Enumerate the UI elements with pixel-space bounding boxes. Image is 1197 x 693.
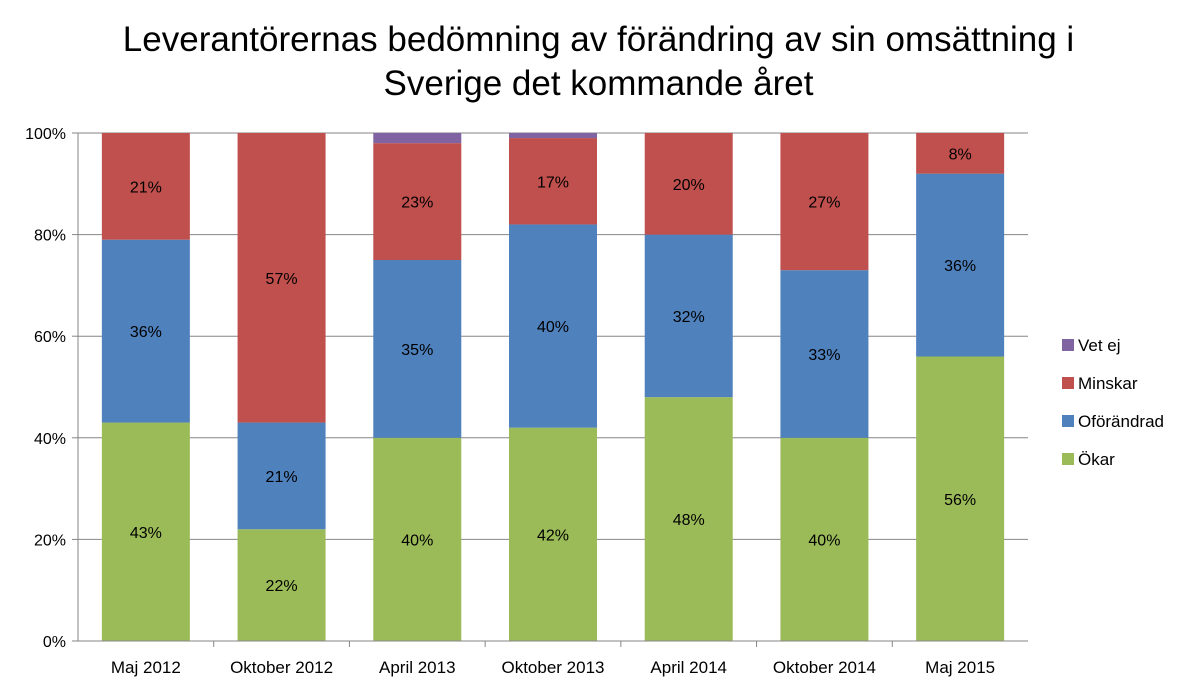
- bar-segment: [373, 133, 462, 144]
- x-category-label: Oktober 2014: [773, 658, 876, 677]
- data-label: 35%: [401, 342, 433, 359]
- bar-segment: [916, 133, 1005, 174]
- y-tick-label: 40%: [34, 431, 66, 448]
- x-category-label: Maj 2015: [925, 658, 995, 677]
- data-label: 21%: [266, 469, 298, 486]
- bar-segment: [780, 437, 869, 641]
- data-label: 43%: [130, 525, 162, 542]
- x-category-label: Oktober 2012: [230, 658, 333, 677]
- bar-segment: [644, 234, 733, 398]
- data-label: 23%: [401, 195, 433, 212]
- bar-segment: [509, 138, 597, 225]
- legend-label: Minskar: [1078, 374, 1138, 393]
- chart-title-line-2: Sverige det kommande året: [383, 64, 814, 103]
- bar-segment: [237, 529, 326, 641]
- chart-title: Leverantörernas bedömning av förändring …: [0, 18, 1197, 106]
- x-category-label: April 2013: [379, 658, 456, 677]
- data-labels: 43% 36% 21% 22% 21% 57% 40% 35% 23% 42% 40% 17% 48% 3…: [130, 146, 976, 595]
- y-tick-label: 0%: [43, 634, 66, 651]
- bar-segment: [780, 270, 869, 438]
- bar-segment: [373, 143, 462, 260]
- data-label: 57%: [266, 271, 298, 288]
- data-label: 17%: [537, 174, 569, 191]
- bar-segment: [916, 173, 1005, 357]
- bar-segment: [916, 356, 1005, 641]
- data-label: 56%: [944, 492, 976, 509]
- y-tick-label: 20%: [34, 532, 66, 549]
- data-label: 40%: [401, 532, 433, 549]
- data-label: 40%: [537, 319, 569, 336]
- data-label: 20%: [673, 177, 705, 194]
- data-label: 22%: [266, 578, 298, 595]
- data-label: 8%: [949, 146, 972, 163]
- legend-swatch: [1062, 339, 1074, 351]
- bar-segment: [101, 422, 190, 641]
- legend-label: Oförändrad: [1078, 412, 1164, 431]
- y-tick-label: 80%: [34, 228, 66, 245]
- bar-segment: [101, 133, 190, 240]
- axes: 0% 20% 40% 60% 80% 100% Maj 2012 Oktober 2012 Ap…: [25, 126, 1028, 677]
- y-tick-label: 100%: [25, 126, 66, 143]
- bar-segment: [101, 239, 190, 423]
- data-label: 33%: [808, 347, 840, 364]
- bars: [101, 133, 1005, 641]
- bar-segment: [509, 427, 597, 641]
- legend-swatch: [1062, 377, 1074, 389]
- data-label: 32%: [673, 309, 705, 326]
- bar-segment: [644, 133, 733, 235]
- bar-segment: [644, 397, 733, 641]
- data-label: 48%: [673, 512, 705, 529]
- bar-segment: [237, 133, 326, 423]
- data-label: 36%: [944, 258, 976, 275]
- x-category-label: Maj 2012: [111, 658, 181, 677]
- data-label: 36%: [130, 324, 162, 341]
- data-label: 42%: [537, 527, 569, 544]
- data-label: 27%: [808, 195, 840, 212]
- legend-swatch: [1062, 415, 1074, 427]
- bar-segment: [509, 224, 597, 428]
- legend-label: Ökar: [1078, 450, 1115, 469]
- data-label: 21%: [130, 179, 162, 196]
- data-label: 40%: [808, 532, 840, 549]
- bar-segment: [373, 437, 462, 641]
- legend-swatch: [1062, 453, 1074, 465]
- bar-segment: [373, 260, 462, 438]
- x-category-label: Oktober 2013: [501, 658, 604, 677]
- chart-title-line-1: Leverantörernas bedömning av förändring …: [122, 20, 1075, 59]
- bar-segment: [509, 133, 597, 139]
- bar-segment: [780, 133, 869, 271]
- legend-label: Vet ej: [1078, 336, 1121, 355]
- bar-segment: [237, 422, 326, 530]
- y-tick-label: 60%: [34, 329, 66, 346]
- x-category-label: April 2014: [650, 658, 727, 677]
- legend: Vet ej Minskar Oförändrad Ökar: [1062, 336, 1164, 469]
